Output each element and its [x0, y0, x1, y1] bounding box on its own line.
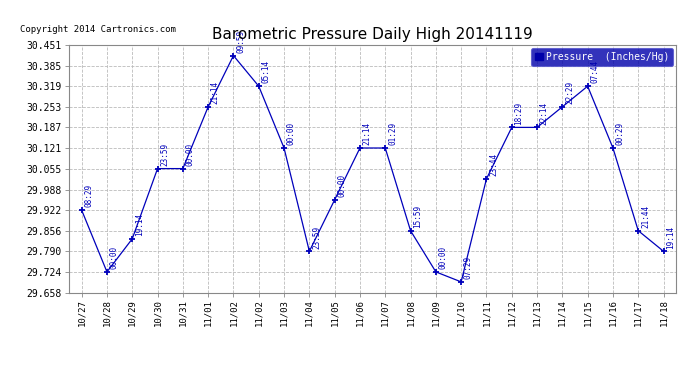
Text: 18:29: 18:29	[515, 102, 524, 124]
Text: 19:14: 19:14	[667, 225, 676, 249]
Title: Barometric Pressure Daily High 20141119: Barometric Pressure Daily High 20141119	[213, 27, 533, 42]
Text: 00:00: 00:00	[337, 174, 346, 197]
Text: 07:44: 07:44	[591, 60, 600, 83]
Text: 05:14: 05:14	[262, 60, 270, 83]
Text: 09:59: 09:59	[236, 30, 245, 53]
Text: 22:29: 22:29	[565, 81, 574, 104]
Text: 07:29: 07:29	[464, 256, 473, 279]
Text: 22:14: 22:14	[540, 102, 549, 124]
Text: 23:44: 23:44	[489, 153, 498, 176]
Legend: Pressure  (Inches/Hg): Pressure (Inches/Hg)	[531, 48, 673, 66]
Text: 00:00: 00:00	[110, 246, 119, 269]
Text: Copyright 2014 Cartronics.com: Copyright 2014 Cartronics.com	[21, 25, 177, 34]
Text: 21:14: 21:14	[211, 81, 220, 104]
Text: 23:59: 23:59	[312, 225, 321, 249]
Text: 01:29: 01:29	[388, 122, 397, 145]
Text: 21:44: 21:44	[641, 205, 650, 228]
Text: 15:59: 15:59	[413, 205, 422, 228]
Text: 19:14: 19:14	[135, 213, 144, 236]
Text: 00:00: 00:00	[186, 143, 195, 166]
Text: 08:29: 08:29	[84, 184, 93, 207]
Text: 00:00: 00:00	[287, 122, 296, 145]
Text: 21:14: 21:14	[363, 122, 372, 145]
Text: 00:00: 00:00	[439, 246, 448, 269]
Text: 00:29: 00:29	[615, 122, 624, 145]
Text: 23:59: 23:59	[160, 143, 169, 166]
